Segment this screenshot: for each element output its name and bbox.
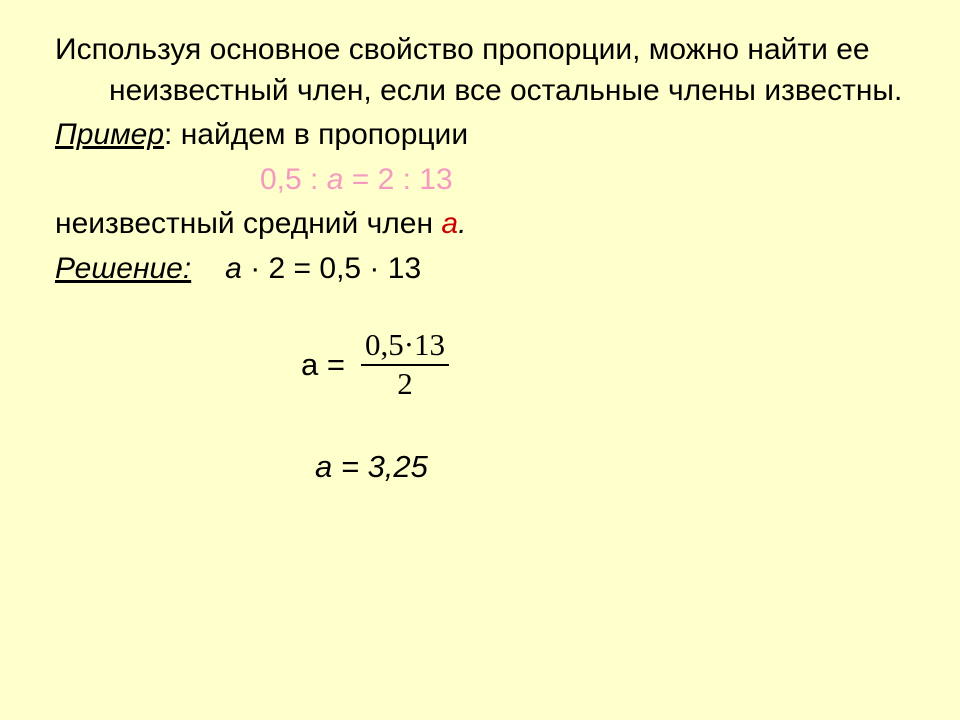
proportion-equation: 0,5 : а = 2 : 13 <box>55 160 905 201</box>
unknown-var: а <box>441 207 458 240</box>
unknown-after: . <box>458 207 466 240</box>
fraction-line: а = 0,5·13 2 <box>55 329 905 400</box>
solution-var: а <box>225 252 242 285</box>
slide-body: Используя основное свойство пропорции, м… <box>0 0 960 488</box>
intro-paragraph: Используя основное свойство пропорции, м… <box>55 30 905 111</box>
solution-line: Решение: а · 2 = 0,5 · 13 <box>55 249 905 290</box>
result-line: а = 3,25 <box>55 446 905 488</box>
solution-equation: а · 2 = 0,5 · 13 <box>225 249 421 290</box>
fraction-denominator: 2 <box>393 368 417 401</box>
example-heading-line: Пример: найдем в пропорции <box>55 115 905 156</box>
example-rest: : найдем в пропорции <box>164 118 468 151</box>
intro-text: Используя основное свойство пропорции, м… <box>55 33 902 107</box>
fraction-numerator: 0,5·13 <box>361 329 449 362</box>
fraction-lhs: а = <box>301 344 345 386</box>
solution-label: Решение: <box>55 249 191 290</box>
example-label: Пример <box>55 118 164 151</box>
eq-var-a: а <box>327 163 344 196</box>
result-text: а = 3,25 <box>315 449 428 484</box>
unknown-before: неизвестный средний член <box>55 207 441 240</box>
fraction: 0,5·13 2 <box>361 329 449 400</box>
unknown-term-line: неизвестный средний член а. <box>55 204 905 245</box>
eq-rhs: = 2 : 13 <box>343 163 452 196</box>
solution-rest: · 2 = 0,5 · 13 <box>242 252 421 285</box>
eq-lhs-const: 0,5 : <box>260 163 327 196</box>
